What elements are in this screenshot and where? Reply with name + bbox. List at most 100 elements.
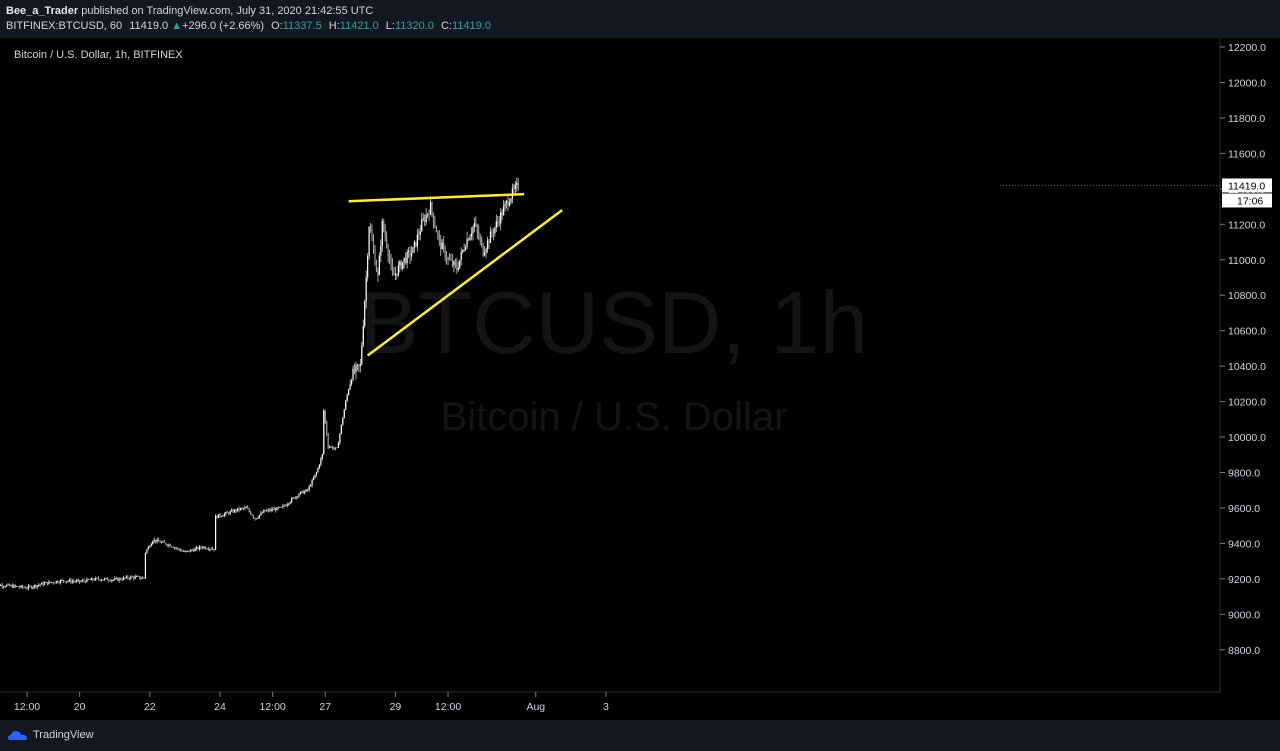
candle-body bbox=[155, 539, 157, 542]
candle-body bbox=[481, 239, 483, 244]
candle-body bbox=[11, 585, 13, 588]
candle-body bbox=[377, 271, 379, 275]
author-name[interactable]: Bee_a_Trader bbox=[6, 5, 79, 17]
candle-body bbox=[169, 544, 171, 547]
change-value: +296.0 (+2.66%) bbox=[182, 20, 265, 32]
resistance-trendline bbox=[348, 192, 525, 203]
close-value: 11419.0 bbox=[451, 20, 491, 32]
candle-body bbox=[386, 236, 388, 246]
candle-body bbox=[115, 578, 117, 579]
low-label: L: bbox=[385, 20, 395, 32]
candle-body bbox=[162, 541, 164, 543]
candle-body bbox=[497, 221, 499, 223]
candle-body bbox=[418, 234, 420, 236]
candle-body bbox=[131, 576, 133, 578]
candle-body bbox=[485, 249, 487, 253]
candle-body bbox=[144, 552, 147, 579]
candle-body bbox=[264, 510, 266, 512]
candle-body bbox=[362, 326, 364, 346]
publish-text: published on TradingView.com, July 31, 2… bbox=[81, 5, 374, 17]
candle-body bbox=[273, 508, 275, 511]
candle-body bbox=[450, 259, 452, 261]
candle-body bbox=[343, 409, 345, 419]
time-axis[interactable]: 12:00 20 22 24 12:00 27 29 12:00 Aug 3 bbox=[14, 692, 609, 713]
candle-body bbox=[146, 549, 148, 553]
candle-body bbox=[394, 273, 397, 276]
candle-body bbox=[23, 587, 25, 589]
candle-body bbox=[381, 220, 383, 247]
candle-body bbox=[198, 546, 201, 550]
candle-body bbox=[340, 424, 342, 434]
candle-body bbox=[279, 506, 281, 508]
candle-body bbox=[210, 548, 212, 550]
trendlines[interactable] bbox=[348, 192, 563, 357]
candle-body bbox=[331, 446, 334, 449]
candle-body bbox=[172, 547, 174, 548]
candle-body bbox=[213, 548, 215, 550]
candle-body bbox=[409, 250, 411, 257]
symbol-label[interactable]: BITFINEX:BTCUSD, 60 bbox=[6, 20, 123, 32]
candle-body bbox=[93, 579, 95, 581]
candle-body bbox=[421, 219, 423, 232]
candle-body bbox=[89, 579, 91, 581]
candle-body bbox=[109, 580, 111, 582]
candle-body bbox=[475, 223, 477, 226]
candle-body bbox=[226, 512, 228, 513]
candle-body bbox=[513, 188, 515, 190]
price-label-box bbox=[1222, 178, 1272, 193]
candle-body bbox=[185, 551, 187, 552]
candle-body bbox=[396, 273, 398, 276]
candle-body bbox=[289, 502, 291, 504]
candle-body bbox=[87, 578, 90, 580]
candle-body bbox=[92, 578, 94, 580]
tradingview-logo[interactable]: TradingView bbox=[7, 729, 94, 741]
candle-body bbox=[274, 508, 277, 511]
price-tick-label: 10000.0 bbox=[1228, 432, 1266, 444]
candle-body bbox=[30, 586, 32, 589]
price-chart[interactable]: BTCUSD, 1h Bitcoin / U.S. Dollar Bitcoin… bbox=[0, 38, 1280, 720]
candle-body bbox=[209, 548, 211, 550]
candle-body bbox=[33, 585, 35, 588]
price-tick-label: 9600.0 bbox=[1228, 503, 1260, 515]
candle-body bbox=[466, 238, 468, 248]
candle-body bbox=[308, 486, 310, 491]
candle-body bbox=[356, 364, 359, 366]
candle-body bbox=[57, 581, 59, 583]
time-tick-label: Aug bbox=[526, 701, 545, 713]
candle-body bbox=[229, 511, 231, 514]
candle-body bbox=[159, 541, 161, 543]
candle-body bbox=[42, 582, 44, 585]
candle-body bbox=[446, 257, 448, 260]
candle-body bbox=[58, 582, 60, 584]
candle-body bbox=[191, 549, 193, 551]
open-value: 11337.5 bbox=[282, 20, 322, 32]
candle-body bbox=[469, 236, 471, 241]
candle-body bbox=[327, 434, 329, 448]
candle-body bbox=[176, 548, 179, 549]
candle-body bbox=[321, 454, 323, 459]
candle-body bbox=[285, 505, 287, 507]
candle-body bbox=[36, 585, 38, 588]
candle-body bbox=[254, 517, 256, 520]
candle-body bbox=[86, 578, 88, 583]
candle-body bbox=[71, 581, 73, 583]
candle-body bbox=[235, 509, 237, 512]
candle-body bbox=[301, 491, 303, 492]
candle-body bbox=[54, 582, 56, 584]
candle-body bbox=[216, 515, 218, 518]
candle-body bbox=[317, 467, 319, 473]
candle-body bbox=[134, 576, 136, 579]
candle-body bbox=[441, 242, 443, 250]
candle-body bbox=[505, 201, 508, 204]
candle-body bbox=[465, 247, 467, 250]
candle-body bbox=[391, 263, 394, 275]
candle-body bbox=[38, 584, 40, 586]
candle-body bbox=[372, 240, 375, 250]
candle-body bbox=[14, 585, 16, 587]
candle-body bbox=[503, 206, 505, 216]
candle-body bbox=[353, 368, 356, 373]
candle-body bbox=[197, 547, 199, 550]
candle-body bbox=[39, 584, 41, 586]
candle-body bbox=[215, 515, 217, 550]
candle-body bbox=[258, 515, 261, 518]
